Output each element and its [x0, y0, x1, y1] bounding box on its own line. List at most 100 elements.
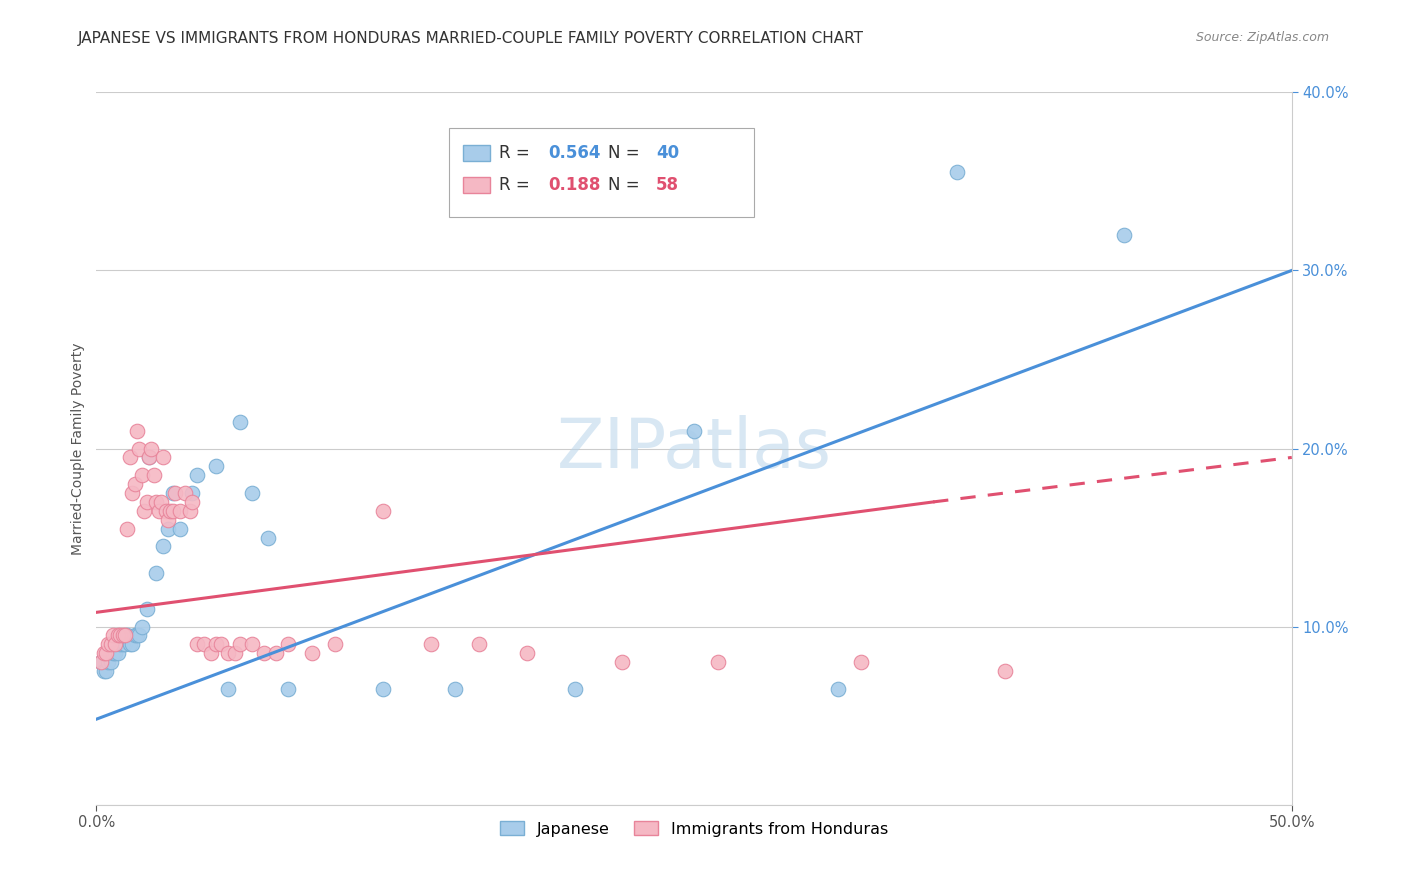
Point: [138, 450, 160, 465]
Point: [373, 504, 395, 518]
Point: [157, 513, 180, 527]
Point: [128, 442, 150, 456]
Text: Source: ZipAtlas.com: Source: ZipAtlas.com: [1195, 31, 1329, 45]
Point: [107, 646, 129, 660]
Point: [179, 504, 201, 518]
Point: [165, 486, 187, 500]
Y-axis label: Married-Couple Family Poverty: Married-Couple Family Poverty: [72, 343, 86, 555]
Point: [110, 637, 132, 651]
Text: 0.564: 0.564: [548, 144, 600, 162]
Point: [946, 165, 969, 179]
Point: [217, 646, 239, 660]
Point: [186, 468, 208, 483]
Point: [181, 495, 204, 509]
Point: [217, 681, 239, 696]
Text: JAPANESE VS IMMIGRANTS FROM HONDURAS MARRIED-COUPLE FAMILY POVERTY CORRELATION C: JAPANESE VS IMMIGRANTS FROM HONDURAS MAR…: [77, 31, 863, 46]
Point: [97, 655, 120, 669]
Point: [173, 486, 195, 500]
Point: [149, 495, 172, 509]
Point: [93, 646, 115, 660]
Point: [90, 655, 112, 669]
Point: [193, 637, 215, 651]
Legend: Japanese, Immigrants from Honduras: Japanese, Immigrants from Honduras: [494, 814, 894, 843]
Point: [159, 504, 181, 518]
Point: [135, 495, 157, 509]
Point: [93, 664, 115, 678]
Point: [181, 486, 204, 500]
Point: [148, 504, 170, 518]
Point: [1114, 227, 1136, 242]
Text: N =: N =: [607, 176, 645, 194]
Point: [420, 637, 443, 651]
Text: R =: R =: [499, 144, 536, 162]
Point: [257, 531, 280, 545]
Point: [125, 628, 148, 642]
Point: [155, 504, 177, 518]
Point: [564, 681, 586, 696]
Point: [118, 450, 141, 465]
Point: [114, 637, 136, 651]
Point: [124, 628, 146, 642]
Point: [240, 637, 263, 651]
Point: [138, 450, 160, 465]
Point: [209, 637, 232, 651]
Point: [516, 646, 538, 660]
Point: [121, 637, 143, 651]
Point: [90, 655, 112, 669]
Text: R =: R =: [499, 176, 536, 194]
Point: [128, 628, 150, 642]
Point: [162, 486, 184, 500]
Point: [229, 415, 252, 429]
Bar: [464, 145, 489, 161]
Point: [253, 646, 276, 660]
Point: [145, 566, 167, 581]
Point: [100, 655, 122, 669]
Point: [111, 628, 134, 642]
Point: [121, 486, 143, 500]
Point: [131, 619, 153, 633]
Point: [94, 646, 117, 660]
Bar: [464, 178, 489, 193]
Point: [117, 522, 139, 536]
Point: [101, 646, 124, 660]
Point: [114, 628, 136, 642]
Point: [117, 628, 139, 642]
Point: [135, 601, 157, 615]
Text: 40: 40: [655, 144, 679, 162]
Point: [264, 646, 287, 660]
Point: [111, 637, 134, 651]
Point: [301, 646, 323, 660]
Point: [118, 637, 141, 651]
Point: [104, 637, 127, 651]
Point: [612, 655, 634, 669]
Text: ZIPatlas: ZIPatlas: [557, 415, 831, 482]
Point: [157, 522, 180, 536]
Text: N =: N =: [607, 144, 645, 162]
Point: [141, 442, 163, 456]
Point: [152, 540, 174, 554]
Point: [145, 495, 167, 509]
Point: [240, 486, 263, 500]
Point: [94, 664, 117, 678]
Point: [444, 681, 467, 696]
Point: [205, 637, 228, 651]
Point: [373, 681, 395, 696]
Point: [277, 637, 299, 651]
Point: [468, 637, 491, 651]
Point: [124, 477, 146, 491]
Point: [229, 637, 252, 651]
Point: [125, 424, 148, 438]
Point: [325, 637, 347, 651]
Point: [134, 504, 156, 518]
Point: [683, 424, 706, 438]
Point: [152, 450, 174, 465]
Point: [169, 522, 191, 536]
Point: [224, 646, 246, 660]
Point: [205, 459, 228, 474]
Point: [707, 655, 730, 669]
Point: [110, 628, 132, 642]
Point: [169, 504, 191, 518]
Point: [97, 637, 120, 651]
Point: [994, 664, 1017, 678]
Point: [827, 681, 849, 696]
